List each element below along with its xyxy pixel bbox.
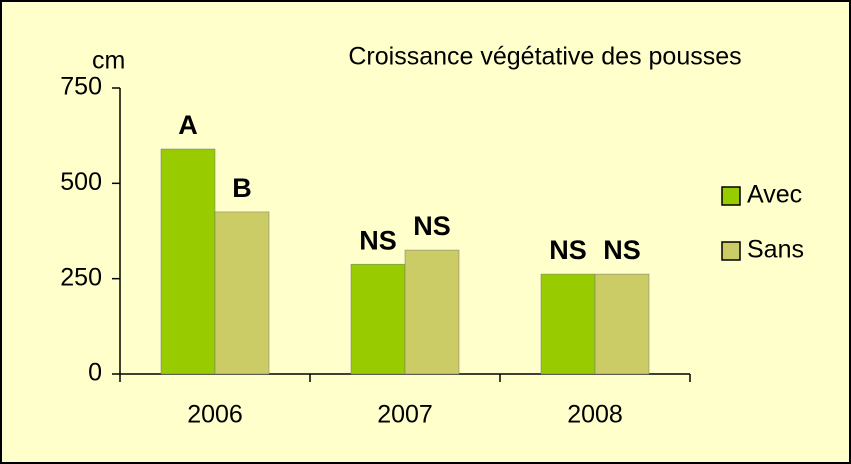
bar — [160, 148, 216, 375]
legend-label: Sans — [747, 236, 804, 264]
legend-swatch — [721, 241, 741, 261]
legend-swatch — [721, 186, 741, 206]
y-tick-label: 750 — [60, 73, 102, 101]
x-tick-label: 2007 — [377, 401, 433, 429]
bar — [214, 211, 270, 375]
x-tick-label: 2008 — [567, 401, 623, 429]
chart-title: Croissance végétative des pousses — [348, 43, 741, 71]
bar — [594, 273, 650, 375]
y-axis-label: cm — [92, 47, 125, 75]
y-tick-label: 250 — [60, 263, 102, 291]
bar — [350, 263, 406, 375]
annotation: B — [232, 173, 252, 203]
legend-label: Avec — [747, 181, 802, 209]
bar — [540, 273, 596, 375]
y-tick-label: 0 — [88, 359, 102, 387]
y-tick-label: 500 — [60, 168, 102, 196]
annotation: NS — [549, 235, 587, 265]
annotation: NS — [413, 211, 451, 241]
annotation: NS — [603, 235, 641, 265]
annotation: NS — [359, 225, 397, 255]
bar — [404, 249, 460, 375]
annotation: A — [178, 110, 198, 140]
x-tick-label: 2006 — [187, 401, 243, 429]
